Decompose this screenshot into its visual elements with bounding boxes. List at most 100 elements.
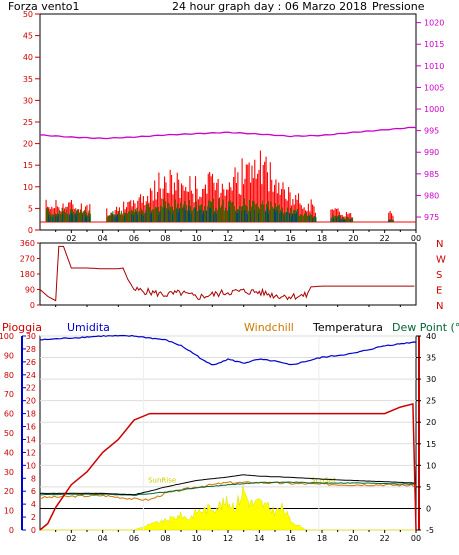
direction-tick-label: 360 <box>20 239 35 248</box>
humidity-tick-label: 6 <box>31 487 36 496</box>
x-tick-label: 18 <box>317 234 327 243</box>
direction-tick-label: 270 <box>20 255 35 264</box>
sunset-label: SunSet <box>311 477 336 485</box>
wind-tick-label: 25 <box>23 118 33 127</box>
rain-tick-label: 10 <box>4 507 14 516</box>
humidity-tick-label: 10 <box>26 461 36 470</box>
wind-tick-label: 35 <box>23 75 33 84</box>
direction-panel-frame <box>39 242 417 306</box>
humidity-tick-label: 0 <box>31 526 36 535</box>
wind-tick-label: 45 <box>23 32 33 41</box>
x-tick-label: 10 <box>192 234 202 243</box>
wind-tick-label: 20 <box>23 140 33 149</box>
humidity-tick-label: 24 <box>26 371 36 380</box>
humidity-tick-label: 14 <box>26 435 36 444</box>
humidity-tick-label: 26 <box>26 358 36 367</box>
humidity-tick-label: 18 <box>26 410 36 419</box>
rain-tick-label: 20 <box>4 487 14 496</box>
wind-tick-label: 10 <box>23 183 33 192</box>
x-tick-label: 02 <box>66 234 76 243</box>
x-tick-label: 04 <box>98 234 108 243</box>
pressure-tick-label: 995 <box>424 127 439 136</box>
x-tick-label: 14 <box>254 234 264 243</box>
solar-area <box>40 485 416 531</box>
temp-tick-label: 25 <box>426 397 436 406</box>
x-tick-label: 16 <box>286 234 296 243</box>
temperature-line <box>39 474 417 496</box>
rain-tick-label: 0 <box>9 526 14 535</box>
rain-tick-label: 90 <box>4 351 14 360</box>
pressure-line <box>39 126 417 140</box>
humidity-temperature-panel: Pioggia Umidita Windchill Temperatura Dew Po… <box>0 321 459 543</box>
humidity-tick-label: 4 <box>31 500 36 509</box>
wind-tick-label: 30 <box>23 96 33 105</box>
pressure-tick-label: 1020 <box>424 19 444 28</box>
x-tick-label: 18 <box>317 534 327 543</box>
pressure-axis-title: Pressione <box>372 0 425 13</box>
compass-label: W <box>436 255 446 266</box>
x-tick-label: 22 <box>380 234 390 243</box>
pressure-tick-label: 985 <box>424 170 439 179</box>
temp-tick-label: 0 <box>426 504 431 513</box>
humidity-tick-label: 30 <box>26 332 36 341</box>
wind-tick-label: 50 <box>23 10 33 19</box>
rain-tick-label: 40 <box>4 448 14 457</box>
pressure-tick-label: 1015 <box>424 40 444 49</box>
legend-label: Windchill <box>244 321 294 334</box>
direction-tick-label: 0 <box>30 301 35 310</box>
humidity-tick-label: 12 <box>26 448 36 457</box>
x-tick-label: 12 <box>223 534 233 543</box>
humidity-line <box>39 334 417 366</box>
rain-tick-label: 100 <box>0 332 14 341</box>
compass-label: N <box>436 239 443 250</box>
temp-tick-label: 5 <box>426 483 431 492</box>
dewpoint-line <box>39 481 417 496</box>
humidity-tick-label: 2 <box>31 513 36 522</box>
temp-tick-label: 40 <box>426 332 436 341</box>
temp-tick-label: 35 <box>426 354 436 363</box>
x-tick-label: 20 <box>348 534 358 543</box>
sunrise-label: SunRise <box>148 477 176 485</box>
x-tick-label: 14 <box>254 534 264 543</box>
wind-tick-label: 40 <box>23 53 33 62</box>
temp-tick-label: 10 <box>426 461 436 470</box>
x-tick-label: 04 <box>98 534 108 543</box>
compass-label: E <box>436 286 442 297</box>
pressure-tick-label: 1000 <box>424 105 444 114</box>
pressure-tick-label: 1010 <box>424 62 444 71</box>
wind-tick-label: 5 <box>28 204 33 213</box>
humidity-tick-label: 28 <box>26 345 36 354</box>
wind-pressure-panel: 0510152025303540455097598098599099510001… <box>23 10 445 243</box>
legend-label: Pioggia <box>2 321 42 334</box>
pressure-tick-label: 980 <box>424 191 439 200</box>
wind-tick-label: 0 <box>28 226 33 235</box>
wind-tick-label: 15 <box>23 161 33 170</box>
x-tick-label: 00 <box>411 234 421 243</box>
legend-label: Umidita <box>67 321 110 334</box>
rain-tick-label: 60 <box>4 410 14 419</box>
x-tick-label: 10 <box>192 534 202 543</box>
rain-line <box>39 402 417 531</box>
x-tick-label: 06 <box>129 234 139 243</box>
pressure-tick-label: 1005 <box>424 83 444 92</box>
legend-label: Temperatura <box>312 321 383 334</box>
humidity-tick-label: 8 <box>31 474 36 483</box>
direction-tick-label: 180 <box>20 270 35 279</box>
x-tick-label: 08 <box>160 534 170 543</box>
rain-tick-label: 30 <box>4 468 14 477</box>
pressure-tick-label: 990 <box>424 148 439 157</box>
temp-tick-label: 30 <box>426 375 436 384</box>
windchill-line <box>39 481 417 501</box>
x-tick-label: 12 <box>223 234 233 243</box>
rain-tick-label: 80 <box>4 371 14 380</box>
temp-tick-label: 15 <box>426 440 436 449</box>
legend-label: Dew Point (°C <box>392 321 459 334</box>
direction-tick-label: 90 <box>25 286 35 295</box>
humidity-tick-label: 20 <box>26 397 36 406</box>
compass-label: S <box>436 270 442 281</box>
x-tick-label: 06 <box>129 534 139 543</box>
direction-line <box>39 245 415 302</box>
